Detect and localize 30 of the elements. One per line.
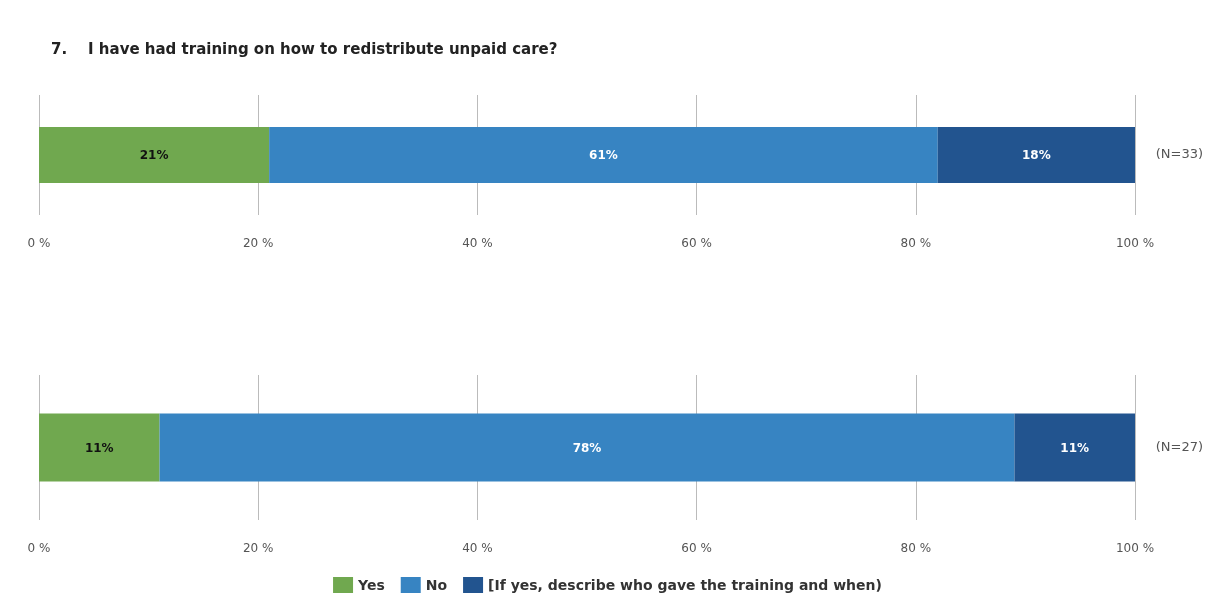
x-tick-label: 0 % <box>27 236 51 250</box>
bar <box>269 127 938 183</box>
legend-label: [If yes, describe who gave the training and when) <box>488 577 882 593</box>
x-tick-label: 100 % <box>1115 236 1155 250</box>
x-tick-label: 80 % <box>900 236 932 250</box>
x-tick-label: 40 % <box>462 541 493 555</box>
x-tick-label: 60 % <box>681 236 712 250</box>
x-tick-label: 0 % <box>27 541 51 555</box>
x-tick-label: 60 % <box>681 541 712 555</box>
legend-label: Yes <box>357 577 385 593</box>
x-tick-label: 100 % <box>1115 541 1155 555</box>
data-label: 18% <box>1021 148 1051 162</box>
data-label: 61% <box>589 148 618 162</box>
x-tick-label: 40 % <box>462 236 493 250</box>
bar <box>159 413 1015 482</box>
data-label: 11% <box>84 440 114 455</box>
bar <box>937 127 1135 183</box>
bar <box>39 413 160 482</box>
text: (N=27) <box>1155 438 1204 454</box>
data-label: 21% <box>139 148 169 162</box>
data-label: 78% <box>572 440 602 455</box>
x-tick-label: 20 % <box>242 541 274 555</box>
bar <box>1014 413 1135 482</box>
x-tick-label: 20 % <box>242 236 274 250</box>
bar <box>39 127 270 183</box>
chart-title: 7. I have had training on how to redistribute unpaid care? <box>51 39 558 58</box>
x-tick-label: 80 % <box>900 541 932 555</box>
data-label: 11% <box>1060 440 1090 455</box>
text: (N=33) <box>1155 146 1204 161</box>
legend-label: No <box>425 577 448 593</box>
